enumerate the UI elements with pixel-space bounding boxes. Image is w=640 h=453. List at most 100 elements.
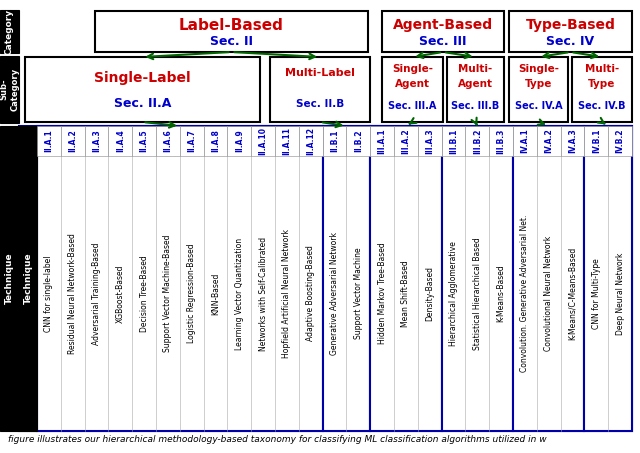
Text: K-Means/C-Means-Based: K-Means/C-Means-Based <box>568 247 577 340</box>
Text: IV.B.1: IV.B.1 <box>592 129 601 153</box>
Bar <box>25 57 260 122</box>
Bar <box>180 126 204 156</box>
Text: IV.B.2: IV.B.2 <box>616 129 625 153</box>
Bar <box>37 126 61 156</box>
Text: II.A.7: II.A.7 <box>188 130 196 153</box>
Bar <box>37 126 323 431</box>
Text: II.A.11: II.A.11 <box>282 127 291 155</box>
Text: Adversarial Training-Based: Adversarial Training-Based <box>92 242 101 345</box>
Text: Technique: Technique <box>24 253 33 304</box>
Text: Density-Based: Density-Based <box>425 266 434 321</box>
Text: IV.A.2: IV.A.2 <box>544 129 553 154</box>
Bar <box>227 126 252 156</box>
Bar <box>370 126 442 431</box>
Text: Type: Type <box>525 79 552 89</box>
Bar <box>370 126 394 156</box>
Bar <box>584 126 632 431</box>
Text: III.A.2: III.A.2 <box>401 128 410 154</box>
Text: Label-Based: Label-Based <box>179 18 284 33</box>
Bar <box>442 126 465 156</box>
Text: III.A.3: III.A.3 <box>425 128 434 154</box>
Bar <box>323 126 370 431</box>
Bar <box>61 126 84 156</box>
Text: II.A.6: II.A.6 <box>163 130 172 152</box>
Text: II.A.10: II.A.10 <box>259 127 268 155</box>
Bar <box>465 126 489 156</box>
Bar <box>394 126 418 156</box>
Text: Sub-
Category: Sub- Category <box>0 68 19 111</box>
Bar <box>447 57 504 122</box>
Text: II.A.5: II.A.5 <box>140 130 148 152</box>
Text: II.A.12: II.A.12 <box>306 127 315 155</box>
Text: II.A.8: II.A.8 <box>211 130 220 153</box>
Bar <box>252 126 275 156</box>
Bar <box>346 126 370 156</box>
Text: KNN-Based: KNN-Based <box>211 272 220 315</box>
Text: Sec. III: Sec. III <box>419 35 467 48</box>
Bar <box>584 126 608 156</box>
Text: Statistical Hierarchical Based: Statistical Hierarchical Based <box>473 237 482 350</box>
Text: CNN for single-label: CNN for single-label <box>44 255 53 332</box>
Text: III.B.2: III.B.2 <box>473 128 482 154</box>
Text: Residual Neural Network-Based: Residual Neural Network-Based <box>68 233 77 354</box>
Bar <box>19 126 37 431</box>
Bar <box>0 126 19 431</box>
Bar <box>572 57 632 122</box>
Text: Sec. II: Sec. II <box>210 35 253 48</box>
Bar <box>275 126 299 156</box>
Text: II.A.1: II.A.1 <box>44 130 53 152</box>
Text: Multi-: Multi- <box>585 64 619 74</box>
Text: Adaptive Boosting-Based: Adaptive Boosting-Based <box>306 246 315 342</box>
Text: Agent-Based: Agent-Based <box>393 19 493 32</box>
Text: Sec. II.B: Sec. II.B <box>296 99 344 109</box>
Bar <box>323 126 346 156</box>
Text: Networks with Self-Calibrated: Networks with Self-Calibrated <box>259 236 268 351</box>
Text: Agent: Agent <box>395 79 430 89</box>
Text: II.A.4: II.A.4 <box>116 130 125 152</box>
Text: Agent: Agent <box>458 79 493 89</box>
Text: Hierarchical Agglomerative: Hierarchical Agglomerative <box>449 241 458 346</box>
Bar <box>270 57 370 122</box>
Text: Hidden Markov Tree-Based: Hidden Markov Tree-Based <box>378 243 387 344</box>
Text: Multi-: Multi- <box>458 64 493 74</box>
Text: III.A.1: III.A.1 <box>378 128 387 154</box>
Text: Learning Vector Quantization: Learning Vector Quantization <box>235 237 244 350</box>
Text: Sec. IV: Sec. IV <box>547 35 595 48</box>
Text: K-Means-Based: K-Means-Based <box>497 265 506 323</box>
Bar <box>0 10 19 53</box>
Bar <box>537 126 561 156</box>
Bar <box>204 126 227 156</box>
Bar <box>561 126 584 156</box>
Text: Hopfield Artificial Neural Network: Hopfield Artificial Neural Network <box>282 229 291 358</box>
Text: Deep Neural Network: Deep Neural Network <box>616 252 625 335</box>
Text: Generative Adversarial Network: Generative Adversarial Network <box>330 232 339 355</box>
Bar <box>418 126 442 156</box>
Text: Sec. III.B: Sec. III.B <box>451 101 500 111</box>
Text: III.B.3: III.B.3 <box>497 128 506 154</box>
Text: Single-: Single- <box>392 64 433 74</box>
Text: Decision Tree-Based: Decision Tree-Based <box>140 255 148 332</box>
Text: CNN for Multi-Type: CNN for Multi-Type <box>592 258 601 329</box>
Bar <box>0 56 19 123</box>
Bar <box>489 126 513 156</box>
Text: II.B.2: II.B.2 <box>354 130 363 152</box>
Bar <box>108 126 132 156</box>
Text: Mean Shift-Based: Mean Shift-Based <box>401 260 410 327</box>
Text: XGBoost-Based: XGBoost-Based <box>116 264 125 323</box>
Bar <box>156 126 180 156</box>
Text: II.A.9: II.A.9 <box>235 130 244 152</box>
Bar <box>509 57 568 122</box>
Text: II.A.2: II.A.2 <box>68 130 77 152</box>
Text: Support Vector Machine: Support Vector Machine <box>354 248 363 339</box>
Text: Sec. IV.B: Sec. IV.B <box>579 101 626 111</box>
Text: III.B.1: III.B.1 <box>449 128 458 154</box>
Bar <box>84 126 108 156</box>
Text: Technique: Technique <box>5 253 14 304</box>
Bar <box>513 126 584 431</box>
Bar <box>382 57 443 122</box>
Bar <box>299 126 323 156</box>
Bar <box>132 126 156 156</box>
Text: Sec. II.A: Sec. II.A <box>114 97 171 110</box>
Bar <box>19 126 632 431</box>
Text: Convolution. Generative Adversarial Net.: Convolution. Generative Adversarial Net. <box>520 215 529 372</box>
